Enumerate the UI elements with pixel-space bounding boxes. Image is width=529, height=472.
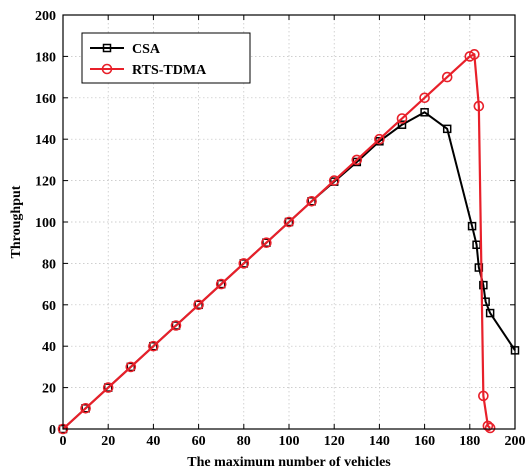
csa-point xyxy=(239,259,249,268)
y-tick-label: 100 xyxy=(35,216,56,231)
csa-point xyxy=(307,197,316,206)
x-tick-label: 200 xyxy=(505,434,526,449)
legend: CSA RTS-TDMA xyxy=(81,32,251,84)
y-tick-label: 140 xyxy=(35,133,56,148)
rts-tdma-point xyxy=(351,154,363,166)
csa-point xyxy=(397,120,407,129)
rts-tdma-point xyxy=(261,237,272,248)
csa-point xyxy=(467,221,477,231)
y-tick-label: 60 xyxy=(42,299,56,314)
csa-point xyxy=(103,383,113,392)
rts-tdma-point xyxy=(419,92,430,104)
legend-label-rts-tdma: RTS-TDMA xyxy=(132,63,207,78)
legend-item-rts-tdma: RTS-TDMA xyxy=(90,63,207,78)
x-tick-label: 100 xyxy=(279,434,300,449)
rts-tdma-point xyxy=(215,278,227,290)
y-tick-label: 200 xyxy=(35,9,56,24)
rts-tdma-point xyxy=(484,422,496,434)
y-tick-label: 0 xyxy=(49,423,56,438)
csa-point xyxy=(485,308,495,318)
x-tick-label: 120 xyxy=(324,434,345,449)
x-tick-label: 140 xyxy=(369,434,390,449)
y-tick-label: 180 xyxy=(35,50,56,65)
x-axis-label: The maximum number of vehicles xyxy=(187,455,391,470)
csa-point xyxy=(479,280,488,290)
csa-point xyxy=(420,108,429,117)
legend-box xyxy=(81,32,251,84)
rts-tdma-point xyxy=(441,71,453,83)
y-tick-label: 20 xyxy=(42,382,56,397)
x-tick-label: 180 xyxy=(459,434,480,449)
x-tick-label: 40 xyxy=(146,434,160,449)
legend-item-csa: CSA xyxy=(90,42,161,57)
x-tick-label: 60 xyxy=(192,434,206,449)
x-tick-label: 80 xyxy=(237,434,251,449)
legend-label-csa: CSA xyxy=(132,42,161,57)
rts-tdma-point xyxy=(374,133,385,145)
rts-tdma-point xyxy=(306,196,317,207)
y-tick-label: 40 xyxy=(42,340,56,355)
legend-marker-csa xyxy=(102,43,112,53)
rts-tdma-point xyxy=(238,258,250,269)
csa-point xyxy=(442,124,452,134)
rts-tdma-point xyxy=(328,175,340,186)
rts-tdma-point xyxy=(102,382,114,393)
csa-point xyxy=(194,300,203,310)
csa-point xyxy=(284,217,294,227)
x-tick-label: 20 xyxy=(101,434,115,449)
x-tick-label: 0 xyxy=(60,434,67,449)
axis-ticks: 0 20 40 60 80 100 120 140 160 180 200 0 20 40 60 80 100 1… xyxy=(35,9,526,449)
rts-tdma-point xyxy=(283,216,295,228)
grid xyxy=(63,15,515,429)
rts-tdma-point xyxy=(80,402,91,414)
rts-tdma-point xyxy=(170,320,182,331)
rts-tdma-point xyxy=(469,49,480,60)
rts-tdma-point xyxy=(148,340,159,352)
y-tick-label: 160 xyxy=(35,92,56,107)
rts-tdma-line xyxy=(62,53,491,430)
rts-tdma-point xyxy=(478,390,489,402)
rts-tdma-point xyxy=(396,113,408,124)
series-layer xyxy=(57,49,520,435)
rts-tdma-point xyxy=(473,100,485,112)
y-tick-label: 120 xyxy=(35,175,56,190)
y-axis-label: Throughput xyxy=(9,185,24,258)
csa-point xyxy=(149,341,158,351)
csa-point xyxy=(216,279,226,289)
csa-point xyxy=(81,404,90,413)
csa-point xyxy=(126,362,136,372)
csa-point xyxy=(262,238,271,247)
rts-tdma-point xyxy=(193,299,204,311)
y-tick-label: 80 xyxy=(42,257,56,272)
rts-tdma-point xyxy=(125,361,137,373)
series-rts-tdma xyxy=(57,49,496,435)
rts-tdma-point xyxy=(482,420,494,432)
x-tick-label: 160 xyxy=(414,434,435,449)
csa-point xyxy=(171,321,181,330)
legend-marker-rts-tdma xyxy=(101,63,113,75)
